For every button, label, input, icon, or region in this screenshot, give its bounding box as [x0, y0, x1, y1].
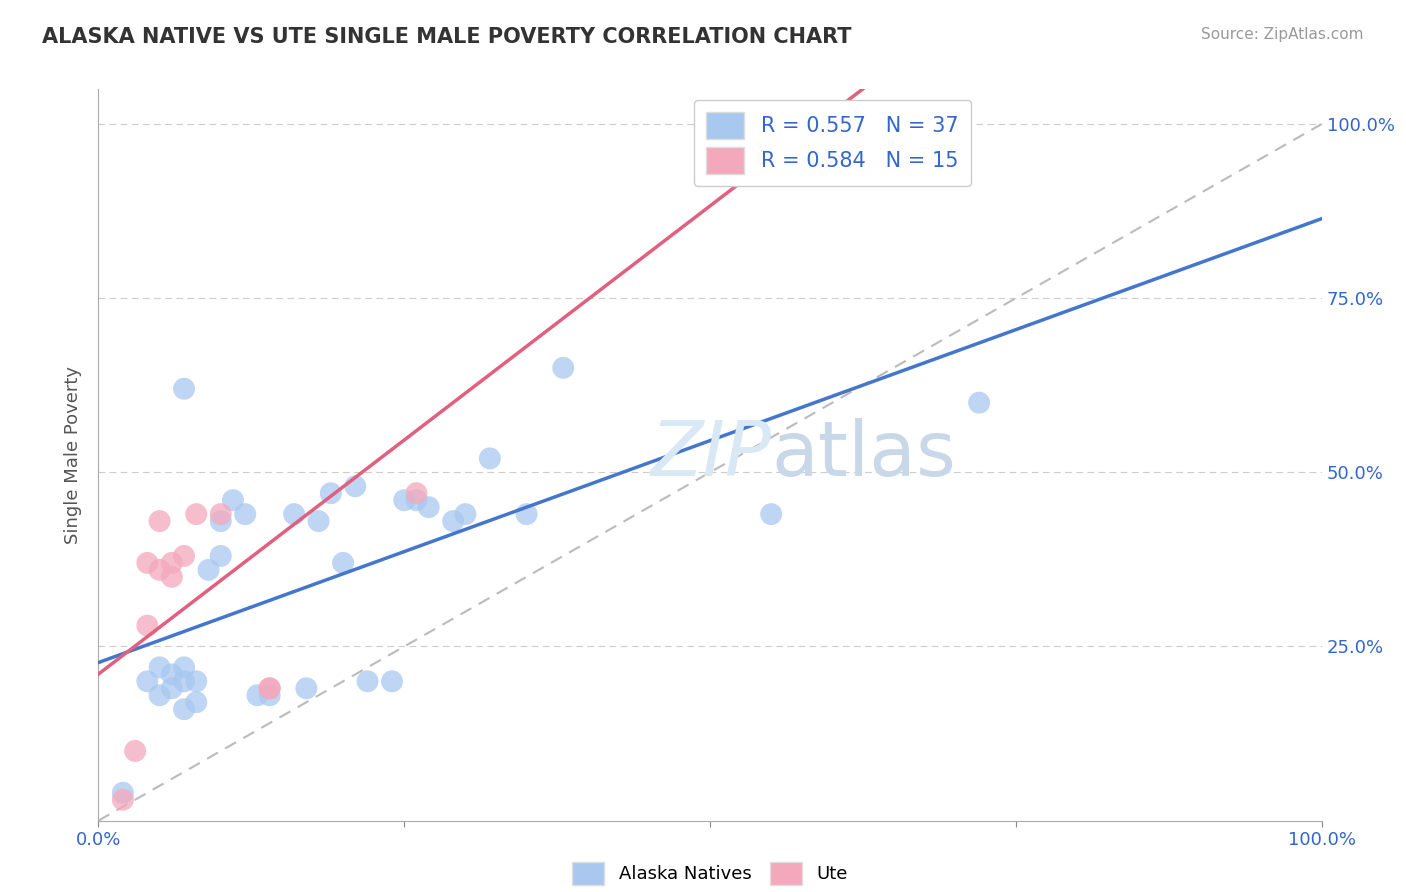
Point — [553, 360, 575, 375]
Point — [405, 493, 427, 508]
Point — [160, 556, 183, 570]
Point — [173, 660, 195, 674]
Point — [332, 556, 354, 570]
Point — [173, 702, 195, 716]
Point — [418, 500, 440, 515]
Point — [160, 681, 183, 696]
Point — [967, 395, 990, 409]
Point — [111, 793, 134, 807]
Text: ZIP: ZIP — [651, 418, 772, 491]
Text: atlas: atlas — [772, 418, 956, 491]
Point — [761, 507, 783, 521]
Y-axis label: Single Male Poverty: Single Male Poverty — [65, 366, 83, 544]
Point — [319, 486, 342, 500]
Point — [344, 479, 367, 493]
Point — [233, 507, 256, 521]
Point — [259, 681, 281, 696]
Text: Source: ZipAtlas.com: Source: ZipAtlas.com — [1201, 27, 1364, 42]
Point — [160, 667, 183, 681]
Point — [186, 695, 208, 709]
Point — [222, 493, 245, 508]
Point — [173, 549, 195, 563]
Text: ALASKA NATIVE VS UTE SINGLE MALE POVERTY CORRELATION CHART: ALASKA NATIVE VS UTE SINGLE MALE POVERTY… — [42, 27, 852, 46]
Point — [149, 688, 172, 702]
Point — [124, 744, 146, 758]
Point — [209, 507, 232, 521]
Point — [197, 563, 219, 577]
Point — [173, 674, 195, 689]
Point — [381, 674, 404, 689]
Point — [259, 681, 281, 696]
Point — [392, 493, 416, 508]
Point — [160, 570, 183, 584]
Point — [405, 486, 427, 500]
Point — [356, 674, 378, 689]
Point — [209, 549, 232, 563]
Point — [209, 514, 232, 528]
Point — [478, 451, 501, 466]
Point — [308, 514, 330, 528]
Point — [441, 514, 464, 528]
Point — [454, 507, 477, 521]
Point — [186, 674, 208, 689]
Point — [173, 382, 195, 396]
Legend: Alaska Natives, Ute: Alaska Natives, Ute — [565, 855, 855, 892]
Point — [246, 688, 269, 702]
Point — [515, 507, 537, 521]
Point — [295, 681, 318, 696]
Point — [136, 556, 159, 570]
Point — [149, 514, 172, 528]
Point — [149, 660, 172, 674]
Point — [149, 563, 172, 577]
Point — [283, 507, 305, 521]
Point — [259, 688, 281, 702]
Point — [111, 786, 134, 800]
Point — [735, 117, 758, 131]
Point — [136, 674, 159, 689]
Point — [136, 618, 159, 632]
Point — [186, 507, 208, 521]
